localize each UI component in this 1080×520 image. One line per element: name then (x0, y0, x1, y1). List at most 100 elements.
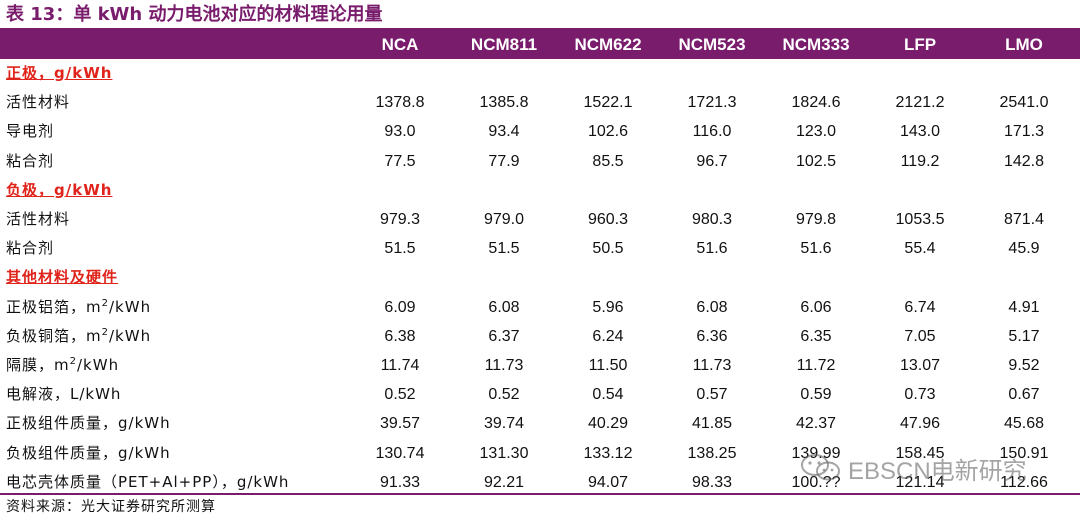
row-label-text: 粘合剂 (6, 239, 55, 258)
table-cell: 6.06 (800, 298, 832, 316)
row-label-text: 其他材料及硬件 (6, 268, 119, 287)
table-cell: 6.74 (904, 298, 936, 316)
table-cell: 158.45 (895, 444, 945, 462)
table-cell: 1522.1 (583, 94, 633, 112)
table-cell: 40.29 (587, 415, 629, 433)
column-header-ncm622: NCM622 (574, 35, 642, 54)
row-label-text: 导电剂 (6, 122, 55, 141)
table-row: 活性材料 979.3 979.0 960.3 980.3 979.8 1053.5 871.4 (0, 205, 1080, 234)
table-row: 活性材料 1378.8 1385.8 1522.1 1721.3 1824.6 2121.2… (0, 88, 1080, 117)
table-cell: 7.05 (904, 327, 936, 345)
section-row: 正极，g/kWh (0, 59, 1080, 88)
table-cell: 13.07 (899, 357, 941, 374)
table-cell: 979.0 (483, 211, 525, 228)
table-cell: 91.33 (379, 473, 421, 491)
bottom-rule (0, 493, 1080, 495)
row-label: 粘合剂 (6, 234, 54, 263)
table-cell: 2121.2 (895, 94, 945, 112)
table-cell: 119.2 (900, 152, 940, 170)
table-cell: 1378.8 (375, 94, 425, 112)
table-row: 负极铜箔，m2/kWh 6.38 6.37 6.24 6.36 6.35 7.05 5.17 (0, 322, 1080, 351)
column-header-nca: NCA (381, 35, 419, 54)
row-label-text: 负极组件质量，g/kWh (6, 443, 171, 462)
section-label: 负极，g/kWh (6, 176, 112, 205)
section-label: 其他材料及硬件 (6, 263, 118, 292)
table-cell: 6.37 (488, 327, 520, 345)
table-cell: 93.0 (384, 123, 416, 141)
row-label: 负极组件质量，g/kWh (6, 439, 171, 468)
table-cell: 42.37 (795, 415, 837, 433)
table-row: 负极组件质量，g/kWh 130.74 131.30 133.12 138.25 139.… (0, 439, 1080, 468)
table-cell: 131.30 (479, 444, 529, 462)
table-cell: 102.6 (587, 123, 629, 141)
row-label: 导电剂 (6, 117, 54, 146)
row-label-text: 电解液，L/kWh (6, 385, 122, 404)
table-cell: 85.5 (592, 152, 624, 170)
source-note: 资料来源：光大证券研究所测算 (6, 499, 216, 515)
table-cell: 77.9 (488, 152, 520, 170)
table-cell: 142.8 (1003, 152, 1045, 170)
row-label: 活性材料 (6, 88, 70, 117)
table-row: 正极组件质量，g/kWh 39.57 39.74 40.29 41.85 42.37 47.… (0, 409, 1080, 438)
row-label-text: 负极，g/kWh (6, 180, 113, 199)
row-label: 电芯壳体质量（PET+Al+PP），g/kWh (6, 468, 289, 497)
section-row: 负极，g/kWh (0, 176, 1080, 205)
table-cell: 1053.5 (895, 211, 945, 228)
table-cell: 5.17 (1008, 327, 1040, 345)
table-cell: 2541.0 (999, 94, 1049, 112)
row-label: 正极铝箔，m2/kWh (6, 293, 151, 322)
row-label-unit: /kWh (77, 356, 120, 374)
table-cell: 9.52 (1008, 357, 1040, 374)
table-row: 粘合剂 51.5 51.5 50.5 51.6 51.6 55.4 45.9 (0, 234, 1080, 263)
column-header-ncm523: NCM523 (678, 35, 746, 54)
table-title: 表 13：单 kWh 动力电池对应的材料理论用量 (6, 4, 383, 25)
table-cell: 55.4 (904, 240, 936, 258)
table-cell: 6.38 (384, 327, 416, 345)
table-cell: 92.21 (483, 473, 525, 491)
title-rule (0, 28, 1080, 30)
table-cell: 6.35 (800, 327, 832, 345)
table-cell: 1385.8 (479, 94, 529, 112)
table-cell: 143.0 (899, 123, 941, 141)
watermark: EBSCN电新研究 (800, 448, 1027, 488)
table-cell: 47.96 (899, 415, 941, 433)
table-cell: 133.12 (583, 444, 633, 462)
table-cell: 5.96 (592, 298, 624, 316)
table-cell: 96.7 (696, 152, 728, 170)
watermark-text: EBSCN电新研究 (848, 457, 1027, 485)
table-cell: 6.08 (696, 298, 728, 316)
row-label-unit: /kWh (109, 297, 152, 316)
column-header-ncm333: NCM333 (782, 35, 850, 54)
table-cell: 11.72 (796, 357, 836, 374)
table-cell: 0.73 (904, 386, 936, 404)
row-label-text: 活性材料 (6, 210, 71, 228)
table-row: 正极铝箔，m2/kWh 6.09 6.08 5.96 6.08 6.06 6.74 4.91 (0, 293, 1080, 322)
row-label: 活性材料 (6, 205, 70, 234)
row-label-text: 正极，g/kWh (6, 64, 113, 82)
column-header-lmo: LMO (1005, 35, 1043, 54)
row-label-text: 隔膜，m (6, 356, 70, 374)
table-cell: 11.74 (380, 357, 420, 374)
wechat-icon (801, 454, 840, 481)
table-cell: 6.36 (696, 327, 728, 345)
row-label-text: 电芯壳体质量（PET+Al+PP），g/kWh (6, 472, 290, 491)
table-row: 电解液，L/kWh 0.52 0.52 0.54 0.57 0.59 0.73 0.67 (0, 380, 1080, 409)
row-label-text: 粘合剂 (6, 151, 55, 170)
row-label-text: 负极铜箔，m (6, 326, 102, 345)
row-label: 正极组件质量，g/kWh (6, 409, 171, 438)
table-cell: 138.25 (687, 444, 737, 462)
table-cell: 1824.6 (791, 94, 841, 112)
table-header: NCA NCM811 NCM622 NCM523 NCM333 LFP LMO (0, 30, 1080, 59)
table-cell: 0.52 (384, 386, 416, 404)
table-cell: 41.85 (691, 415, 733, 433)
row-label: 负极铜箔，m2/kWh (6, 322, 151, 351)
table-cell: 51.5 (384, 240, 416, 258)
table-cell: 112.66 (1000, 473, 1048, 491)
row-label: 粘合剂 (6, 147, 54, 176)
table-row: 粘合剂 77.5 77.9 85.5 96.7 102.5 119.2 142.8 (0, 147, 1080, 176)
table-cell: 39.57 (379, 415, 421, 433)
table-row: 隔膜，m2/kWh 11.74 11.73 11.50 11.73 11.72 13.07 9… (0, 351, 1080, 380)
row-label-superscript: 2 (101, 326, 109, 338)
table-cell: 6.24 (592, 327, 624, 345)
table-cell: 116.0 (692, 123, 732, 141)
